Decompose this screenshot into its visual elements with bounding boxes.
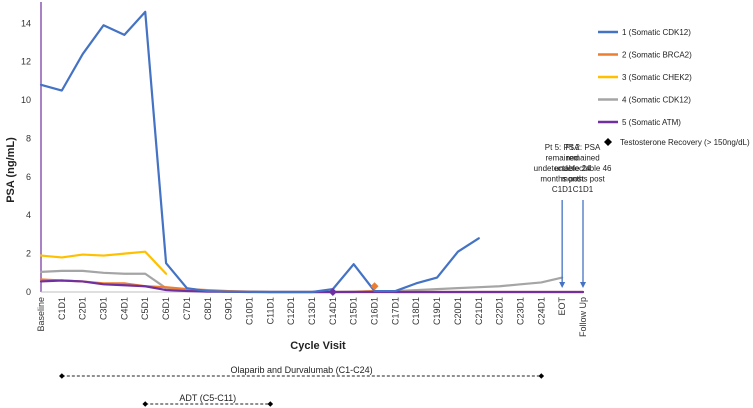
y-tick-label: 10: [21, 95, 31, 105]
annotation-line: C1D1: [552, 185, 573, 194]
legend-diamond-icon: [604, 138, 612, 146]
x-tick-label: C10D1: [244, 297, 254, 325]
y-axis-ticks: 0 2 4 6 8 10 12 14: [21, 18, 31, 297]
x-tick-label: C14D1: [328, 297, 338, 325]
x-tick-label: C21D1: [474, 297, 484, 325]
annotation-arrowhead: [559, 282, 566, 288]
testosterone-recovery-marker: [328, 288, 337, 296]
timeline-label: Olaparib and Durvalumab (C1-C24): [231, 365, 373, 375]
x-tick-label: C11D1: [265, 297, 275, 324]
annotation-line: Pt 5: PSA: [545, 143, 580, 152]
annotation-line: Pt 2: PSA: [566, 143, 601, 152]
x-tick-label: C6D1: [161, 297, 171, 320]
x-tick-label: EOT: [557, 297, 567, 316]
x-tick-label: C9D1: [224, 297, 234, 320]
timeline-endpoint: [59, 373, 65, 379]
annotation-line: undetectable 24: [534, 164, 591, 173]
series-layer: [39, 10, 585, 294]
x-axis-label: Cycle Visit: [290, 340, 346, 352]
x-tick-label: C8D1: [203, 297, 213, 320]
y-axis-label: PSA (ng/mL): [5, 137, 17, 203]
x-axis-ticks: Baseline C1D1 C2D1 C3D1 C4D1 C5D1 C6D1 C7D1 C8D1…: [36, 297, 588, 338]
annotation-line: C1D1: [573, 185, 594, 194]
y-tick-label: 0: [26, 287, 31, 297]
x-tick-label: Baseline: [36, 297, 46, 332]
legend: 1 (Somatic CDK12) 2 (Somatic BRCA2) 3 (Som…: [598, 28, 750, 147]
y-tick-label: 2: [26, 249, 31, 259]
x-tick-label: C17D1: [390, 297, 400, 325]
x-tick-label: C1D1: [57, 297, 67, 320]
timeline-endpoint: [267, 401, 274, 407]
x-tick-label: C23D1: [515, 297, 525, 325]
y-tick-label: 4: [26, 210, 31, 220]
annotation-line: months post: [561, 175, 605, 184]
legend-label: 1 (Somatic CDK12): [622, 28, 691, 37]
legend-label: 3 (Somatic CHEK2): [622, 73, 692, 82]
legend-label: Testosterone Recovery (> 150ng/dL): [620, 138, 750, 147]
treatment-timeline: Olaparib and Durvalumab (C1-C24) ADT (C5-…: [59, 365, 545, 407]
x-tick-label: C19D1: [432, 297, 442, 325]
x-tick-label: C22D1: [495, 297, 505, 325]
x-tick-label: C5D1: [140, 297, 150, 320]
x-tick-label: C15D1: [349, 297, 359, 325]
annotation-line: remained: [545, 154, 578, 163]
annotation-line: months post: [540, 175, 584, 184]
y-tick-label: 8: [26, 133, 31, 143]
y-tick-label: 12: [21, 57, 31, 67]
timeline-bar: Olaparib and Durvalumab (C1-C24): [59, 365, 545, 379]
x-tick-label: C16D1: [370, 297, 380, 325]
series-line: [39, 269, 564, 294]
timeline-bar: ADT (C5-C11): [142, 393, 274, 407]
x-tick-label: C7D1: [182, 297, 192, 320]
x-tick-label: C20D1: [453, 297, 463, 325]
marker-layer: [328, 282, 379, 296]
annotation-line: undetectable 46: [555, 164, 612, 173]
legend-label: 5 (Somatic ATM): [622, 118, 681, 127]
annotation-arrowhead: [580, 282, 586, 288]
series-line: [39, 10, 480, 294]
testosterone-recovery-marker: [370, 282, 379, 291]
timeline-endpoint: [142, 401, 149, 407]
x-tick-label: C18D1: [411, 297, 421, 325]
y-tick-label: 6: [26, 172, 31, 182]
x-tick-label: Follow Up: [578, 297, 588, 337]
timeline-label: ADT (C5-C11): [179, 393, 236, 403]
x-tick-label: C13D1: [307, 297, 317, 325]
timeline-endpoint: [538, 373, 545, 379]
x-tick-label: C2D1: [78, 297, 88, 320]
x-tick-label: C12D1: [286, 297, 296, 325]
legend-label: 2 (Somatic BRCA2): [622, 51, 692, 60]
x-tick-label: C3D1: [99, 297, 109, 320]
y-tick-label: 14: [21, 18, 31, 28]
annotation-line: remained: [566, 154, 599, 163]
legend-label: 4 (Somatic CDK12): [622, 96, 691, 105]
x-tick-label: C24D1: [536, 297, 546, 325]
x-tick-label: C4D1: [119, 297, 129, 320]
series-line: [39, 250, 168, 275]
